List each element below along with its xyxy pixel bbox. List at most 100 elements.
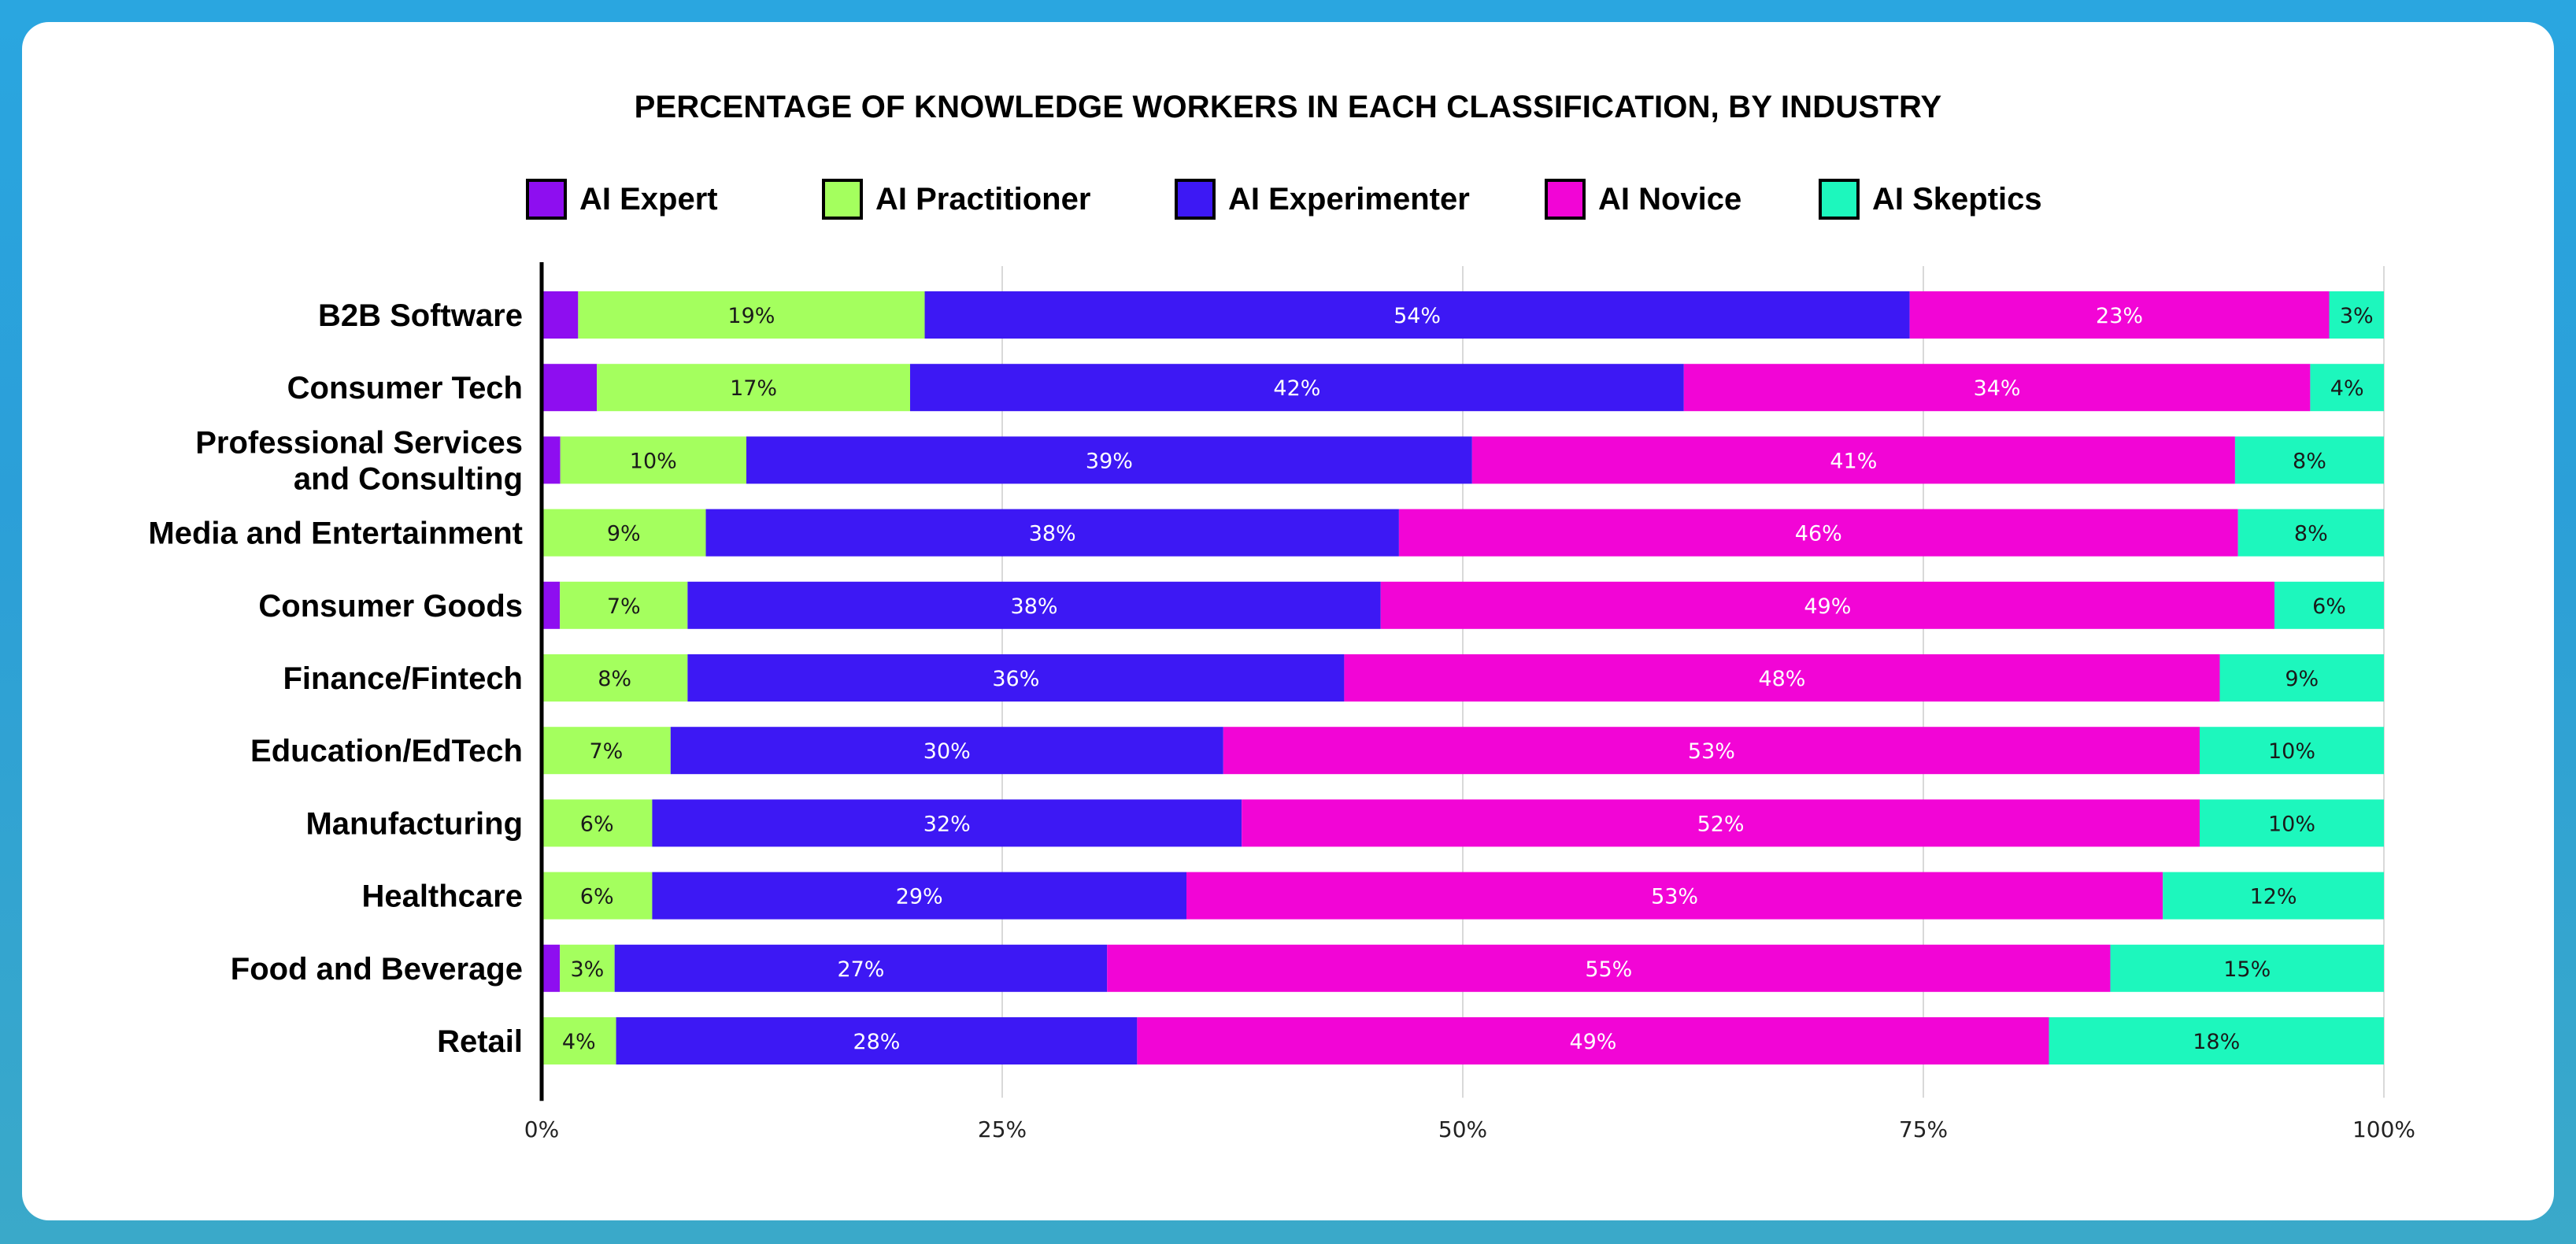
data-label: 36% (992, 667, 1039, 691)
bar-ai-novice (1186, 872, 2163, 920)
data-label: 32% (923, 812, 971, 836)
bar-ai-skeptics (2329, 291, 2384, 339)
legend-item-ai-practitioner: AI Practitioner (822, 172, 1090, 227)
data-label: 53% (1688, 739, 1735, 764)
bar-ai-experimenter (924, 291, 1910, 339)
category-label-finance-fintech: Finance/Fintech (283, 661, 524, 696)
data-label: 53% (1651, 885, 1698, 909)
bar-ai-practitioner (542, 509, 706, 557)
data-label: 3% (570, 957, 604, 982)
bar-ai-novice (1683, 364, 2311, 412)
data-label: 4% (562, 1030, 596, 1054)
chart-plot: 0% 25% 50% 75% 100% 19% 54% 23% 3% B2B Software 17… (148, 262, 2415, 1142)
data-label: 10% (2268, 739, 2315, 764)
data-label: 19% (727, 304, 775, 328)
bar-ai-practitioner (542, 1017, 616, 1064)
x-tick-label: 100% (2352, 1116, 2415, 1142)
data-label: 49% (1804, 594, 1851, 619)
bar-ai-expert (542, 581, 561, 629)
data-label: 49% (1569, 1030, 1616, 1054)
bar-ai-experimenter (652, 872, 1186, 920)
x-tick-label: 25% (978, 1116, 1027, 1142)
bar-ai-novice (1107, 944, 2111, 992)
data-label: 10% (2268, 812, 2315, 836)
data-label: 55% (1585, 957, 1632, 982)
bar-ai-experimenter (705, 509, 1399, 557)
legend-swatch (822, 179, 863, 220)
bar-ai-experimenter (670, 727, 1223, 775)
bar-ai-novice (1242, 799, 2200, 847)
category-label-consumer-tech: Consumer Tech (287, 371, 523, 405)
data-label: 23% (2096, 304, 2143, 328)
bar-ai-skeptics (2310, 364, 2384, 412)
bar-ai-practitioner (597, 364, 910, 412)
data-label: 9% (2285, 667, 2319, 691)
bar-ai-experimenter (614, 944, 1108, 992)
category-label-consumer-goods: Consumer Goods (258, 589, 523, 624)
bar-ai-experimenter (687, 654, 1345, 702)
data-label: 38% (1011, 594, 1058, 619)
data-label: 7% (589, 739, 623, 764)
data-label: 41% (1830, 449, 1877, 473)
bar-ai-expert (542, 436, 561, 484)
bar-ai-skeptics (2163, 872, 2384, 920)
data-label: 38% (1029, 522, 1076, 546)
bar-ai-skeptics (2200, 799, 2384, 847)
data-label: 52% (1697, 812, 1745, 836)
data-label: 6% (580, 885, 614, 909)
data-label: 9% (607, 522, 641, 546)
x-tick-label: 50% (1438, 1116, 1487, 1142)
legend-label: AI Skeptics (1872, 181, 2042, 217)
bar-ai-experimenter (746, 436, 1472, 484)
chart-card: PERCENTAGE OF KNOWLEDGE WORKERS IN EACH … (22, 22, 2554, 1220)
category-label-professional-services-and-consulting: Professional Services and Consulting (195, 425, 523, 496)
data-label: 46% (1795, 522, 1842, 546)
bar-ai-expert (542, 944, 561, 992)
legend-label: AI Expert (579, 181, 718, 217)
data-label: 10% (630, 449, 677, 473)
bar-ai-experimenter (616, 1017, 1138, 1064)
legend-label: AI Experimenter (1228, 181, 1470, 217)
bar-ai-experimenter (687, 581, 1381, 629)
bar-ai-practitioner (560, 436, 746, 484)
data-label: 8% (2293, 449, 2326, 473)
bar-ai-practitioner (560, 581, 688, 629)
data-label: 8% (2294, 522, 2328, 546)
category-label-food-and-beverage: Food and Beverage (231, 952, 523, 987)
bar-ai-skeptics (2110, 944, 2384, 992)
category-label-media-and-entertainment: Media and Entertainment (148, 516, 523, 551)
bar-ai-skeptics (2237, 509, 2384, 557)
chart-title: PERCENTAGE OF KNOWLEDGE WORKERS IN EACH … (634, 90, 1942, 124)
data-label: 3% (2340, 304, 2374, 328)
data-label: 48% (1758, 667, 1805, 691)
legend-item-ai-expert: AI Expert (526, 172, 718, 227)
legend-swatch (1545, 179, 1586, 220)
category-label-education-edtech: Education/EdTech (250, 734, 523, 768)
data-label: 7% (607, 594, 641, 619)
data-label: 42% (1273, 376, 1320, 401)
x-tick-label: 75% (1899, 1116, 1948, 1142)
bar-ai-novice (1137, 1017, 2049, 1064)
data-label: 28% (853, 1030, 900, 1054)
bar-ai-practitioner (560, 944, 615, 992)
legend-label: AI Novice (1598, 181, 1742, 217)
legend-item-ai-skeptics: AI Skeptics (1819, 172, 2042, 227)
data-label: 30% (923, 739, 971, 764)
data-label: 18% (2193, 1030, 2240, 1054)
category-label-b2b-software: B2B Software (318, 298, 523, 333)
bar-ai-skeptics (2234, 436, 2384, 484)
data-label: 29% (896, 885, 943, 909)
bar-ai-expert (542, 291, 579, 339)
data-label: 17% (730, 376, 777, 401)
legend-item-ai-novice: AI Novice (1545, 172, 1741, 227)
bar-ai-practitioner (542, 654, 688, 702)
bar-ai-skeptics (2219, 654, 2384, 702)
legend-swatch (1175, 179, 1216, 220)
bar-ai-skeptics (2274, 581, 2384, 629)
bar-ai-expert (542, 364, 598, 412)
legend-swatch (526, 179, 567, 220)
bar-ai-skeptics (2049, 1017, 2384, 1064)
legend-swatch (1819, 179, 1860, 220)
data-label: 27% (837, 957, 884, 982)
bar-ai-practitioner (542, 872, 653, 920)
